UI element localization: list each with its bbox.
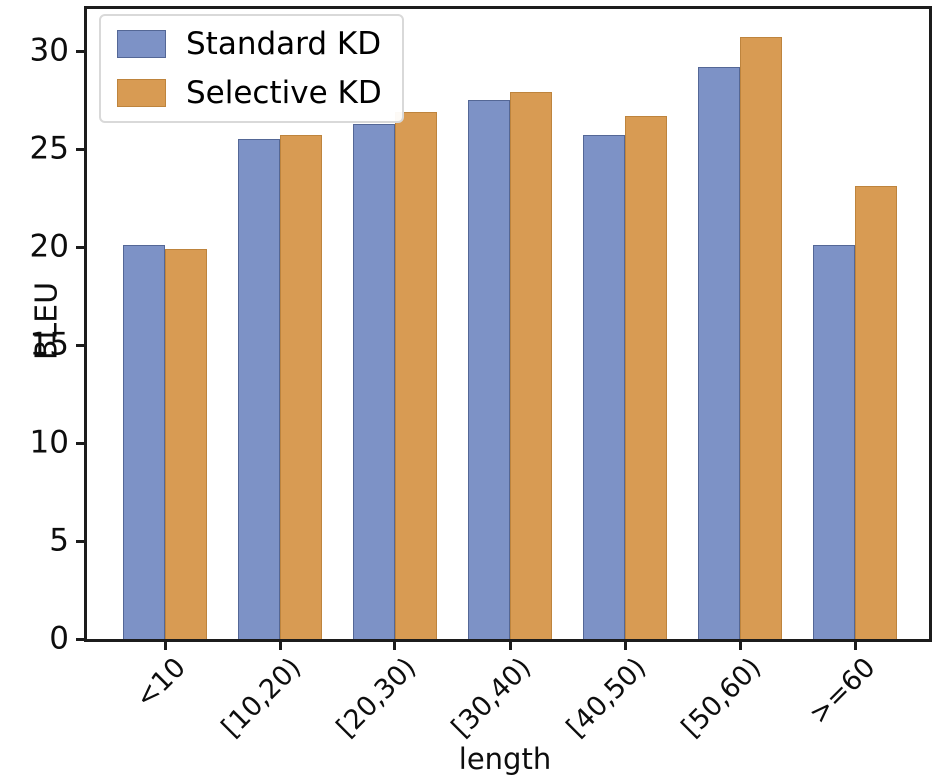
y-tick-label: 10 — [29, 424, 69, 461]
x-tick-label: [10,20) — [215, 652, 307, 744]
legend: Standard KD Selective KD — [99, 14, 404, 124]
x-tick-label: <10 — [129, 652, 192, 715]
y-tick — [76, 245, 87, 249]
legend-item-standard-kd: Standard KD — [117, 28, 382, 61]
y-tick-label: 5 — [49, 522, 69, 559]
x-tick-label: [50,60) — [675, 652, 767, 744]
x-tick-label: [30,40) — [445, 652, 537, 744]
bar-selective-kd — [855, 186, 897, 639]
legend-swatch-standard-kd-icon — [117, 30, 166, 59]
y-tick — [76, 441, 87, 445]
x-tick-label: [20,30) — [330, 652, 422, 744]
bar-standard-kd — [583, 135, 625, 639]
y-tick-label: 30 — [29, 32, 69, 69]
y-tick-label: 15 — [29, 326, 69, 363]
x-tick — [623, 639, 627, 650]
x-tick — [508, 639, 512, 650]
bar-selective-kd — [510, 92, 552, 639]
x-tick-label: [40,50) — [560, 652, 652, 744]
legend-item-selective-kd: Selective KD — [117, 74, 382, 111]
legend-label-selective-kd: Selective KD — [186, 74, 382, 111]
y-tick — [76, 637, 87, 641]
x-tick — [163, 639, 167, 650]
plot-area: Standard KD Selective KD 0 5 10 15 20 25 30 — [30, 6, 932, 654]
x-tick — [853, 639, 857, 650]
bar-selective-kd — [394, 111, 437, 639]
y-tick — [76, 49, 87, 53]
bar-standard-kd — [698, 66, 740, 639]
bar-standard-kd — [813, 245, 855, 639]
bar-standard-kd — [238, 139, 280, 639]
bar-selective-kd — [164, 249, 207, 639]
bar-selective-kd — [625, 115, 667, 639]
bar-standard-kd — [122, 245, 165, 639]
bar-standard-kd — [468, 100, 510, 639]
y-tick-label: 0 — [49, 620, 69, 657]
bar-selective-kd — [740, 37, 782, 639]
y-tick — [76, 539, 87, 543]
legend-label-standard-kd: Standard KD — [186, 26, 382, 62]
x-tick — [738, 639, 742, 650]
x-axis-title: length — [458, 742, 552, 776]
x-tick — [393, 639, 397, 650]
legend-swatch-selective-kd-icon — [117, 78, 166, 107]
bar-standard-kd — [352, 123, 395, 639]
x-tick-label: >=60 — [803, 652, 882, 731]
y-tick — [76, 343, 87, 347]
y-axis-title: BLEU — [29, 281, 65, 361]
bar-selective-kd — [280, 135, 322, 639]
x-tick — [278, 639, 282, 650]
y-tick — [76, 147, 87, 151]
y-tick-label: 20 — [29, 228, 69, 265]
y-tick-label: 25 — [29, 130, 69, 167]
